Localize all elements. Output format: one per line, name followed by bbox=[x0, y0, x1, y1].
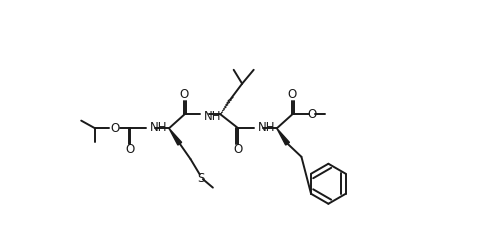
Text: NH: NH bbox=[257, 121, 275, 134]
Text: O: O bbox=[126, 143, 135, 156]
Text: S: S bbox=[197, 172, 204, 185]
Text: O: O bbox=[111, 122, 120, 135]
Text: NH: NH bbox=[150, 121, 167, 134]
Text: O: O bbox=[308, 108, 317, 121]
Text: O: O bbox=[287, 88, 297, 101]
Polygon shape bbox=[169, 128, 182, 145]
Polygon shape bbox=[277, 128, 289, 145]
Text: O: O bbox=[180, 88, 189, 101]
Text: O: O bbox=[234, 143, 243, 156]
Text: NH: NH bbox=[204, 110, 221, 123]
